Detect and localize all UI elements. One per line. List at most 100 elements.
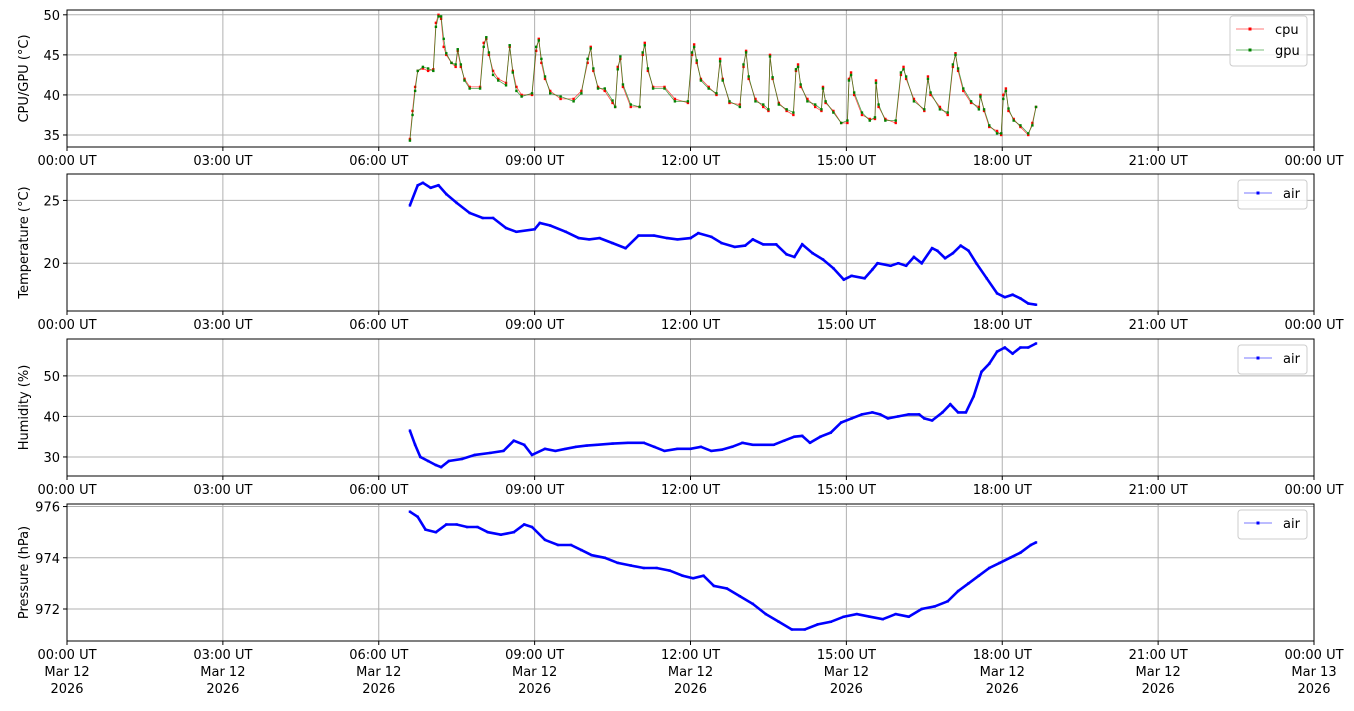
data-point-gpu bbox=[821, 87, 825, 90]
data-point-air bbox=[611, 442, 614, 445]
data-point-air bbox=[587, 238, 591, 241]
x-tick-date: Mar 12 bbox=[512, 665, 557, 680]
data-point-air bbox=[473, 453, 477, 457]
data-point-air bbox=[556, 543, 560, 547]
data-point-air bbox=[860, 413, 864, 416]
x-tick-label: 03:00 UT bbox=[193, 318, 252, 333]
data-point-air bbox=[897, 262, 900, 265]
data-point-gpu bbox=[762, 103, 765, 106]
x-tick-label: 21:00 UT bbox=[1129, 154, 1188, 169]
data-point-air bbox=[894, 612, 897, 616]
data-point-air bbox=[871, 268, 874, 271]
data-point-air bbox=[413, 443, 417, 446]
data-point-gpu bbox=[923, 108, 926, 111]
data-point-air bbox=[710, 449, 713, 453]
data-point-air bbox=[941, 411, 944, 414]
legend: air bbox=[1237, 509, 1308, 540]
data-point-gpu bbox=[794, 68, 798, 71]
data-point-gpu bbox=[718, 60, 722, 63]
data-point-air bbox=[1034, 303, 1038, 306]
data-point-gpu bbox=[515, 89, 518, 93]
x-tick-year: 2026 bbox=[518, 682, 551, 697]
legend-marker-gpu bbox=[1248, 48, 1252, 52]
data-point-gpu bbox=[456, 48, 459, 51]
data-point-gpu bbox=[651, 87, 655, 90]
data-point-air bbox=[512, 530, 516, 534]
data-point-air bbox=[626, 441, 630, 444]
x-tick-label: 18:00 UT bbox=[973, 318, 1032, 333]
legend: cpu gpu bbox=[1229, 15, 1308, 67]
x-tick-label: 15:00 UT bbox=[817, 483, 876, 498]
data-point-cpu bbox=[515, 85, 518, 89]
data-point-air bbox=[956, 589, 960, 593]
data-point-gpu bbox=[982, 108, 986, 111]
data-point-gpu bbox=[894, 119, 897, 122]
data-point-air bbox=[923, 417, 926, 420]
data-point-gpu bbox=[926, 77, 930, 81]
y-tick-label: 974 bbox=[35, 552, 60, 567]
x-tick-year: 2026 bbox=[1297, 682, 1330, 697]
x-tick-date: Mar 12 bbox=[1136, 665, 1181, 680]
data-point-gpu bbox=[792, 111, 795, 114]
data-point-air bbox=[1011, 293, 1014, 296]
data-point-air bbox=[468, 211, 471, 215]
x-tick-label: 00:00 UT bbox=[1284, 648, 1343, 663]
data-point-air bbox=[533, 228, 536, 231]
data-point-cpu bbox=[543, 77, 547, 81]
data-point-gpu bbox=[1004, 89, 1008, 93]
y-tick-label: 40 bbox=[43, 89, 60, 104]
data-point-gpu bbox=[1019, 124, 1022, 127]
data-point-gpu bbox=[951, 63, 955, 66]
data-point-air bbox=[702, 574, 705, 577]
data-point-cpu bbox=[979, 93, 982, 97]
data-point-air bbox=[868, 615, 871, 618]
data-point-gpu bbox=[690, 51, 694, 54]
data-point-air bbox=[502, 449, 505, 453]
data-point-air bbox=[512, 439, 516, 442]
x-tick-year: 2026 bbox=[206, 682, 239, 697]
data-point-gpu bbox=[846, 119, 849, 122]
data-point-gpu bbox=[1012, 119, 1015, 122]
x-tick-label: 18:00 UT bbox=[973, 648, 1032, 663]
data-point-air bbox=[821, 258, 825, 261]
data-point-air bbox=[543, 538, 547, 542]
data-point-air bbox=[530, 453, 534, 457]
data-point-air bbox=[421, 181, 425, 184]
data-point-cpu bbox=[820, 109, 823, 113]
y-axis-label: Pressure (hPa) bbox=[17, 526, 32, 619]
data-point-gpu bbox=[938, 108, 942, 111]
data-point-air bbox=[881, 618, 884, 621]
data-point-air bbox=[878, 413, 882, 416]
data-point-gpu bbox=[852, 91, 856, 94]
x-tick-date: Mar 12 bbox=[200, 665, 245, 680]
data-point-air bbox=[585, 444, 588, 447]
x-tick-label: 00:00 UT bbox=[37, 318, 96, 333]
data-point-air bbox=[819, 435, 822, 438]
data-point-gpu bbox=[487, 51, 491, 54]
data-point-gpu bbox=[868, 119, 871, 122]
data-point-cpu bbox=[695, 61, 698, 65]
data-point-air bbox=[985, 277, 988, 280]
data-point-cpu bbox=[852, 93, 856, 97]
data-point-gpu bbox=[434, 25, 438, 29]
legend-label-air: air bbox=[1283, 187, 1301, 202]
data-point-air bbox=[743, 244, 747, 247]
legend-label-air: air bbox=[1283, 352, 1301, 367]
data-point-cpu bbox=[530, 93, 534, 97]
data-point-gpu bbox=[988, 124, 991, 127]
data-point-gpu bbox=[616, 68, 619, 71]
data-point-air bbox=[499, 533, 503, 536]
data-point-cpu bbox=[1004, 87, 1008, 90]
x-tick-year: 2026 bbox=[1142, 682, 1175, 697]
data-point-air bbox=[871, 411, 874, 414]
y-tick-label: 45 bbox=[43, 49, 60, 64]
data-point-gpu bbox=[839, 121, 843, 125]
data-point-air bbox=[481, 216, 484, 220]
data-point-gpu bbox=[874, 81, 878, 85]
data-point-gpu bbox=[641, 51, 644, 54]
data-point-gpu bbox=[860, 111, 864, 114]
data-point-gpu bbox=[619, 55, 622, 58]
data-point-gpu bbox=[413, 89, 417, 93]
data-point-cpu bbox=[603, 89, 606, 93]
data-point-cpu bbox=[969, 101, 973, 105]
